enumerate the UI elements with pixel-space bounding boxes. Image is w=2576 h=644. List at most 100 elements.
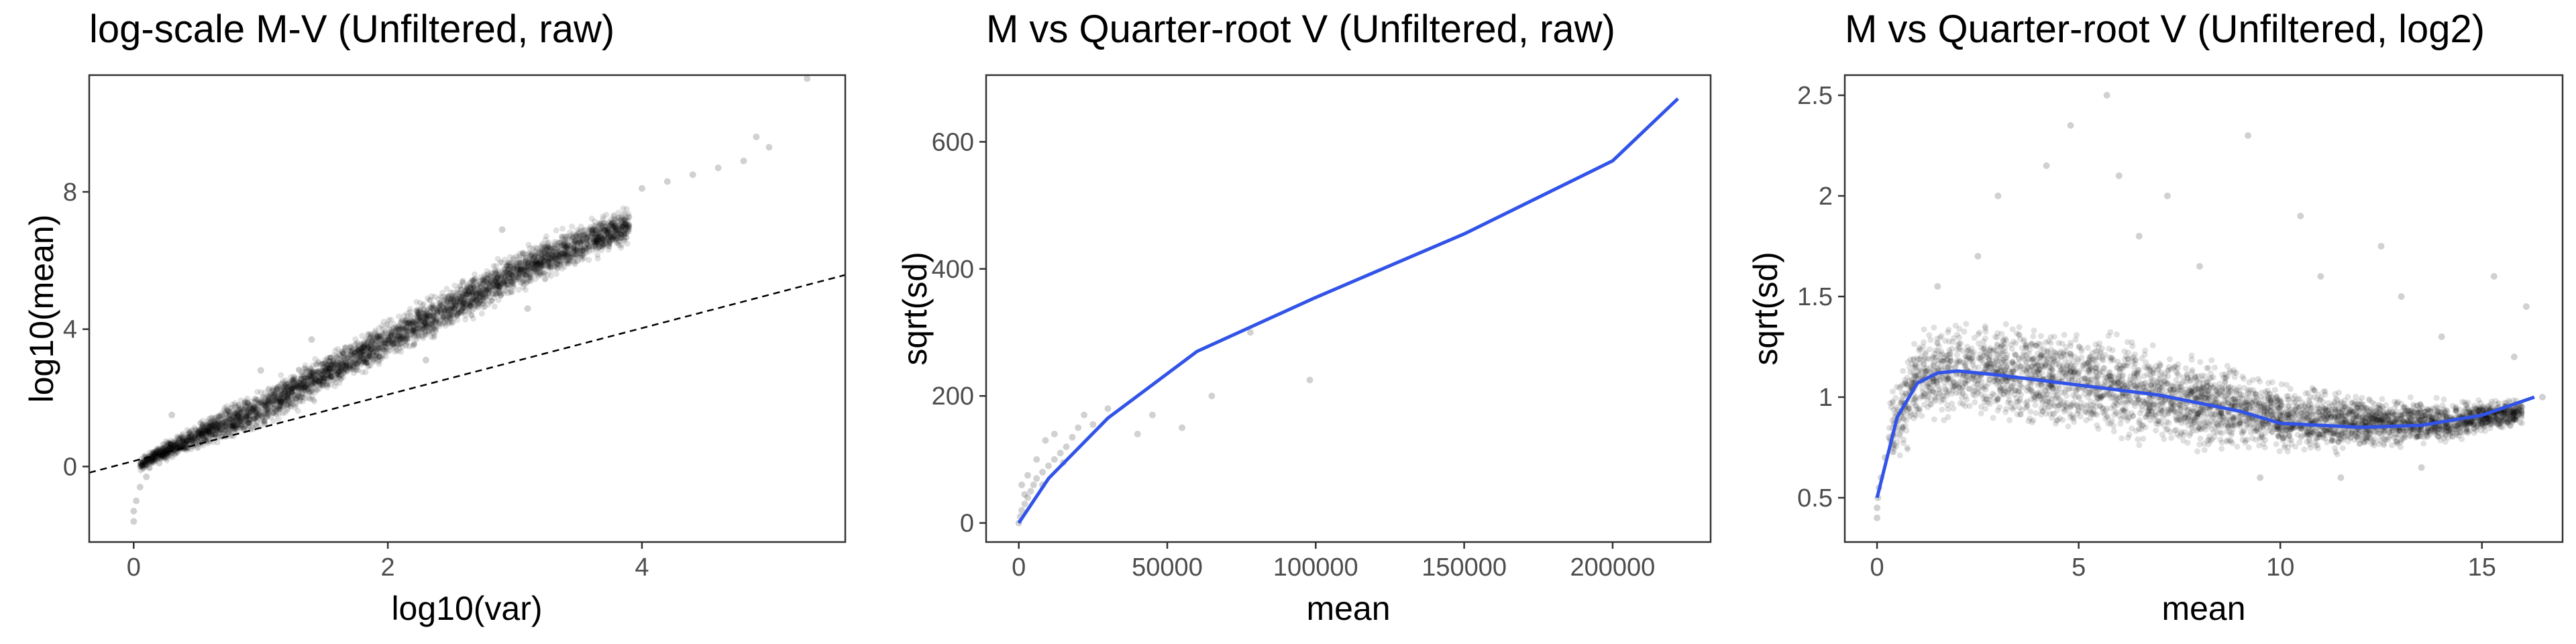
data-point	[246, 423, 252, 430]
data-point	[261, 410, 268, 417]
data-point	[320, 382, 327, 389]
data-point	[601, 241, 608, 248]
data-point	[268, 414, 274, 421]
data-point	[348, 347, 355, 354]
data-point	[366, 343, 373, 350]
data-point	[315, 378, 321, 385]
data-point	[513, 270, 520, 277]
data-point	[360, 356, 367, 363]
data-point	[553, 227, 559, 233]
data-point	[186, 433, 193, 440]
data-point	[189, 435, 195, 442]
data-point	[287, 380, 294, 387]
data-point	[152, 448, 159, 455]
data-point	[591, 233, 598, 240]
data-point	[176, 442, 183, 449]
data-point	[284, 393, 291, 400]
data-point	[333, 380, 339, 386]
data-point	[572, 238, 578, 245]
data-point	[506, 289, 513, 296]
data-point	[561, 241, 568, 248]
data-point	[186, 431, 193, 437]
data-point	[372, 353, 379, 360]
data-point	[447, 305, 453, 312]
data-point	[279, 410, 286, 417]
data-point	[313, 369, 320, 376]
data-point	[605, 237, 612, 244]
data-point	[570, 236, 576, 243]
data-point	[393, 340, 400, 347]
data-point	[613, 216, 620, 223]
data-point	[319, 382, 325, 388]
data-point	[290, 384, 297, 390]
data-point	[372, 329, 378, 336]
data-point	[494, 271, 500, 278]
chart-title: log-scale M-V (Unfiltered, raw)	[89, 7, 615, 51]
data-point	[603, 236, 610, 243]
data-point	[589, 231, 596, 237]
data-point	[191, 438, 198, 445]
data-point	[258, 389, 264, 396]
data-point	[581, 255, 588, 262]
data-point	[374, 350, 380, 357]
data-point	[161, 455, 168, 462]
data-point	[489, 283, 496, 289]
data-point	[326, 366, 333, 372]
data-point	[413, 308, 420, 315]
data-point	[608, 234, 614, 240]
data-point	[308, 374, 315, 381]
data-point	[511, 264, 517, 270]
data-point	[1179, 424, 1186, 431]
data-point	[231, 409, 238, 416]
data-point	[476, 300, 482, 307]
data-point	[335, 351, 342, 358]
data-point	[261, 420, 268, 426]
data-point	[500, 277, 506, 284]
data-point	[270, 409, 276, 416]
data-point	[309, 368, 316, 374]
data-point	[429, 329, 435, 335]
data-point	[206, 429, 213, 435]
data-point	[415, 322, 421, 329]
data-point	[475, 301, 482, 307]
data-point	[559, 250, 566, 256]
y-tick-label: 0	[63, 453, 77, 481]
data-point	[542, 276, 549, 282]
data-point	[555, 250, 562, 257]
data-point	[614, 218, 621, 225]
data-point	[170, 445, 176, 451]
data-point	[480, 292, 486, 299]
data-point	[513, 260, 520, 267]
data-point	[578, 241, 584, 248]
data-point	[502, 270, 508, 276]
data-point	[186, 429, 193, 435]
data-point	[380, 345, 386, 352]
data-point	[288, 384, 295, 390]
data-point	[421, 319, 428, 326]
data-point	[138, 462, 144, 468]
data-point	[413, 320, 420, 327]
data-point	[233, 415, 239, 422]
data-point	[523, 264, 530, 270]
data-point	[244, 416, 250, 423]
data-point	[326, 373, 333, 380]
data-point	[382, 337, 389, 343]
data-point	[305, 368, 312, 374]
data-point	[504, 268, 511, 275]
data-point	[405, 321, 411, 327]
data-point	[164, 457, 170, 464]
data-point	[284, 392, 290, 399]
data-point	[586, 257, 592, 263]
data-point	[346, 362, 353, 368]
data-point	[434, 311, 441, 317]
data-point	[323, 365, 329, 372]
data-point	[151, 456, 158, 463]
data-point	[331, 352, 337, 358]
data-point	[227, 433, 233, 439]
data-point	[497, 274, 504, 281]
data-point	[160, 445, 166, 451]
data-point	[537, 264, 543, 271]
data-point	[270, 384, 276, 391]
data-point	[511, 259, 517, 266]
data-point	[545, 250, 552, 257]
